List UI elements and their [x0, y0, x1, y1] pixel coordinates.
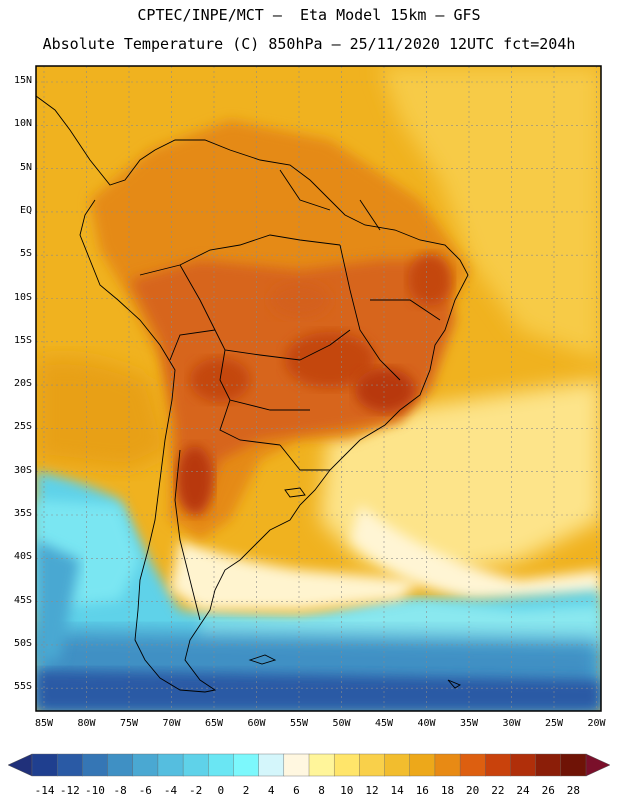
colorbar-label: 26 [541, 784, 555, 797]
lon-label: 35W [459, 718, 479, 729]
colorbar-label: 4 [267, 784, 275, 797]
map-grid [36, 66, 601, 711]
colorbar-swatch [82, 753, 109, 777]
lon-label: 75W [119, 718, 139, 729]
lat-label: 40S [13, 551, 32, 563]
colorbar-label: -12 [59, 784, 80, 797]
colorbar-swatch [510, 753, 537, 777]
colorbar-swatch [31, 753, 58, 777]
lon-label: 60W [247, 718, 266, 729]
colorbar-label: 28 [566, 784, 581, 797]
lon-label: 45W [374, 718, 394, 729]
lat-label: 30S [13, 464, 32, 476]
lat-label: 20S [13, 378, 32, 390]
lon-label: 85W [34, 718, 54, 729]
lon-label: 80W [77, 718, 96, 729]
colorbar-label: 12 [365, 784, 379, 797]
colorbar-swatch [333, 753, 360, 777]
colorbar-label: 8 [318, 784, 325, 797]
lat-label: 5N [19, 161, 32, 173]
colorbar-label: -6 [138, 784, 152, 797]
colorbar-swatch [434, 753, 461, 777]
colorbar-label: 10 [340, 784, 354, 797]
colorbar-swatch [359, 753, 386, 777]
colorbar-swatch [409, 753, 436, 777]
colorbar-swatch [258, 753, 285, 777]
colorbar [7, 753, 611, 777]
colorbar-swatch [56, 753, 83, 777]
colorbar-under-arrow [7, 753, 33, 777]
colorbar-label: 24 [516, 784, 530, 797]
lat-label: 50S [13, 637, 32, 649]
lat-label: EQ [19, 204, 32, 216]
lon-label: 65W [204, 718, 224, 729]
colorbar-label: 14 [390, 784, 404, 797]
lon-label: 70W [162, 718, 181, 729]
colorbar-swatch [485, 753, 511, 777]
colorbar-over-arrow [585, 753, 611, 777]
colorbar-swatch [560, 753, 587, 777]
colorbar-label: -4 [163, 784, 178, 797]
lat-label: 15N [13, 75, 32, 86]
colorbar-swatch [157, 753, 184, 777]
lon-label: 20W [587, 718, 606, 729]
colorbar-label: 20 [466, 784, 480, 797]
colorbar-swatch [459, 753, 486, 777]
colorbar-label: 0 [217, 784, 225, 797]
lat-label: 45S [13, 594, 32, 606]
temperature-field [36, 66, 601, 711]
title-line-2: Absolute Temperature (C) 850hPa – 25/11/… [42, 35, 576, 53]
lon-label: 55W [289, 718, 309, 729]
coastline [35, 95, 469, 693]
colorbar-swatch [132, 753, 159, 777]
lat-label: 15S [13, 334, 32, 346]
lon-label: 40W [417, 718, 436, 729]
lat-label: 5S [19, 248, 32, 260]
lon-label: 25W [544, 718, 564, 729]
colorbar-label: -8 [113, 784, 127, 797]
lon-label: 50W [332, 718, 351, 729]
colorbar-swatch [384, 753, 411, 777]
colorbar-label: 6 [293, 784, 300, 797]
lon-label: 30W [502, 718, 521, 729]
colorbar-label: -10 [85, 784, 105, 797]
colorbar-label: 16 [415, 784, 429, 797]
colorbar-swatch [182, 753, 209, 777]
lat-label: 55S [13, 681, 32, 693]
lat-label: 10S [13, 291, 32, 303]
colorbar-swatch [308, 753, 335, 777]
colorbar-swatch [107, 753, 134, 777]
lat-label: 35S [13, 508, 32, 519]
colorbar-swatch [208, 753, 234, 777]
colorbar-label: 18 [440, 784, 455, 797]
colorbar-swatch [535, 753, 562, 777]
map-frame [35, 65, 602, 712]
colorbar-label: -14 [34, 784, 55, 797]
colorbar-label: -2 [189, 784, 203, 797]
title-line-1: CPTEC/INPE/MCT – Eta Model 15km – GFS [137, 6, 481, 24]
colorbar-swatch [233, 753, 260, 777]
lat-label: 10N [13, 118, 32, 130]
colorbar-label: 22 [491, 784, 505, 797]
lat-label: 25S [13, 421, 32, 433]
colorbar-label: 2 [242, 784, 250, 797]
colorbar-swatch [283, 753, 310, 777]
